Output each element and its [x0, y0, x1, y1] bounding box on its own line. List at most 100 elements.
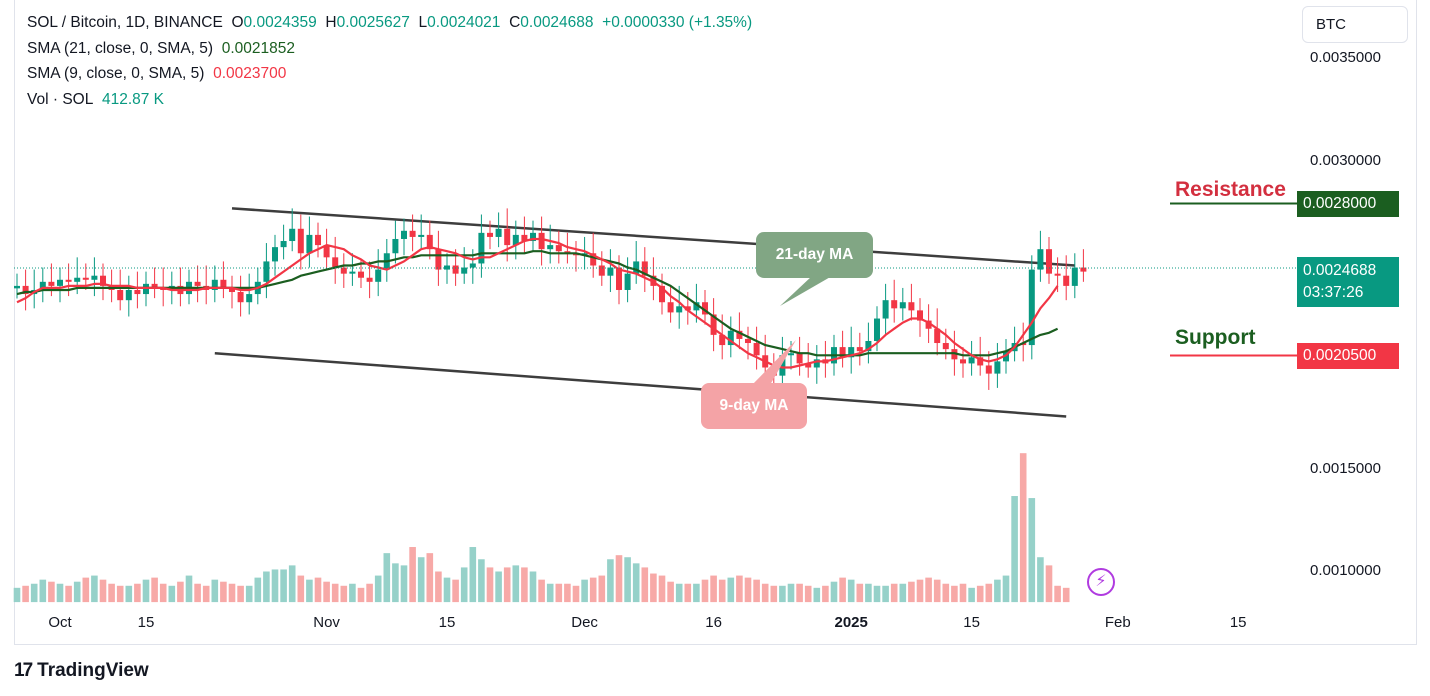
- candle-body: [805, 363, 812, 368]
- volume-bar: [134, 583, 141, 603]
- volume-bar: [650, 573, 657, 603]
- candle-body: [908, 302, 915, 311]
- volume-bar: [839, 577, 846, 603]
- volume-bar: [142, 579, 150, 603]
- callout-9-day-ma: 9-day MA: [701, 383, 807, 429]
- volume-value: 412.87 K: [101, 91, 165, 108]
- chart-frame: [14, 0, 1417, 645]
- candle-body: [598, 265, 605, 276]
- tradingview-name: TradingView: [37, 660, 149, 681]
- volume-bar: [581, 579, 588, 603]
- candle-body: [788, 353, 794, 356]
- volume-bar: [417, 557, 425, 603]
- volume-bar: [151, 577, 158, 603]
- volume-bar: [856, 583, 864, 603]
- volume-bar: [48, 581, 55, 603]
- callout-21-day-ma: 21-day MA: [756, 232, 873, 278]
- resistance-label: Resistance: [1175, 178, 1286, 201]
- volume-bar: [443, 577, 451, 603]
- candle-body: [117, 289, 124, 301]
- candle-body: [125, 289, 132, 301]
- candle-body: [1063, 275, 1070, 286]
- support-label: Support: [1175, 326, 1256, 349]
- candle-body: [134, 289, 141, 295]
- candle-body: [1037, 249, 1044, 270]
- tradingview-logo[interactable]: 17 TradingView: [14, 660, 149, 682]
- volume-bar: [331, 583, 339, 603]
- candle-body: [874, 318, 880, 341]
- x-tick-label: 15: [963, 614, 980, 631]
- x-tick-label: 15: [1229, 614, 1247, 631]
- x-tick-label: Nov: [313, 614, 340, 631]
- x-tick-label: Oct: [48, 614, 72, 631]
- volume-bar: [787, 583, 795, 603]
- candle-body: [925, 320, 932, 329]
- volume-bar: [512, 565, 520, 603]
- high-value: 0.0025627: [336, 14, 410, 31]
- candle-body: [641, 261, 648, 276]
- volume-bar: [194, 583, 201, 603]
- volume-bar: [460, 567, 468, 603]
- volume-bar: [916, 579, 924, 603]
- volume-bar: [374, 575, 382, 603]
- volume-bar: [796, 583, 803, 603]
- volume-bar: [847, 579, 855, 603]
- candle-body: [710, 314, 717, 335]
- candle-body: [487, 232, 493, 237]
- volume-bar: [770, 585, 778, 603]
- candle-body: [469, 263, 476, 268]
- volume-bar: [82, 577, 90, 603]
- volume-bar: [288, 565, 296, 603]
- volume-bar: [684, 583, 692, 603]
- volume-bar: [357, 587, 365, 603]
- x-tick-label: 2025: [834, 614, 868, 631]
- candle-body: [865, 340, 872, 352]
- flash-icon[interactable]: ⚡: [1087, 568, 1115, 596]
- volume-bar: [564, 583, 571, 603]
- candle-body: [848, 347, 855, 358]
- callout-21-pointer: [780, 276, 832, 306]
- candle-body: [100, 275, 106, 286]
- volume-bar: [185, 575, 193, 603]
- volume-legend[interactable]: Vol · SOL 412.87 K: [27, 91, 165, 108]
- candle-body: [65, 279, 72, 282]
- volume-bar: [254, 577, 262, 603]
- candle-body: [229, 287, 235, 293]
- volume-bar: [228, 583, 236, 603]
- volume-bar: [478, 559, 485, 603]
- volume-bar: [392, 563, 399, 603]
- volume-bar: [589, 577, 597, 603]
- resistance-price-tag: 0.0028000: [1297, 191, 1399, 217]
- volume-bar: [116, 585, 124, 603]
- candle-body: [349, 271, 356, 274]
- volume-bar: [1054, 585, 1061, 603]
- candle-body: [512, 234, 519, 246]
- volume-bar: [521, 567, 528, 603]
- currency-button[interactable]: BTC: [1302, 6, 1408, 43]
- sma21-legend[interactable]: SMA (21, close, 0, SMA, 5) 0.0021852: [27, 40, 295, 57]
- volume-bar: [108, 583, 115, 603]
- volume-bar: [22, 585, 29, 603]
- candle-body: [917, 310, 923, 321]
- candle-body: [426, 234, 433, 250]
- candle-body: [452, 265, 459, 274]
- candle-body: [280, 241, 287, 248]
- volume-bar: [1045, 565, 1053, 603]
- moving-averages: [16, 237, 1059, 369]
- volume-bar: [1037, 557, 1044, 603]
- volume-bar: [30, 583, 38, 603]
- volume-bar: [220, 581, 227, 603]
- symbol-title[interactable]: SOL / Bitcoin, 1D, BINANCE: [27, 14, 223, 31]
- volume-bar: [933, 579, 941, 603]
- volume-bar: [804, 585, 812, 603]
- volume-bar: [73, 581, 81, 603]
- volume-bar: [366, 583, 373, 603]
- candle-body: [14, 285, 20, 289]
- candles: [14, 208, 1087, 392]
- volume-bar: [486, 567, 494, 603]
- y-tick-label: 0.0030000: [1310, 152, 1381, 169]
- change-value: +0.0000330 (+1.35%): [602, 14, 753, 31]
- volume-bar: [245, 585, 253, 603]
- sma9-legend[interactable]: SMA (9, close, 0, SMA, 5) 0.0023700: [27, 65, 287, 82]
